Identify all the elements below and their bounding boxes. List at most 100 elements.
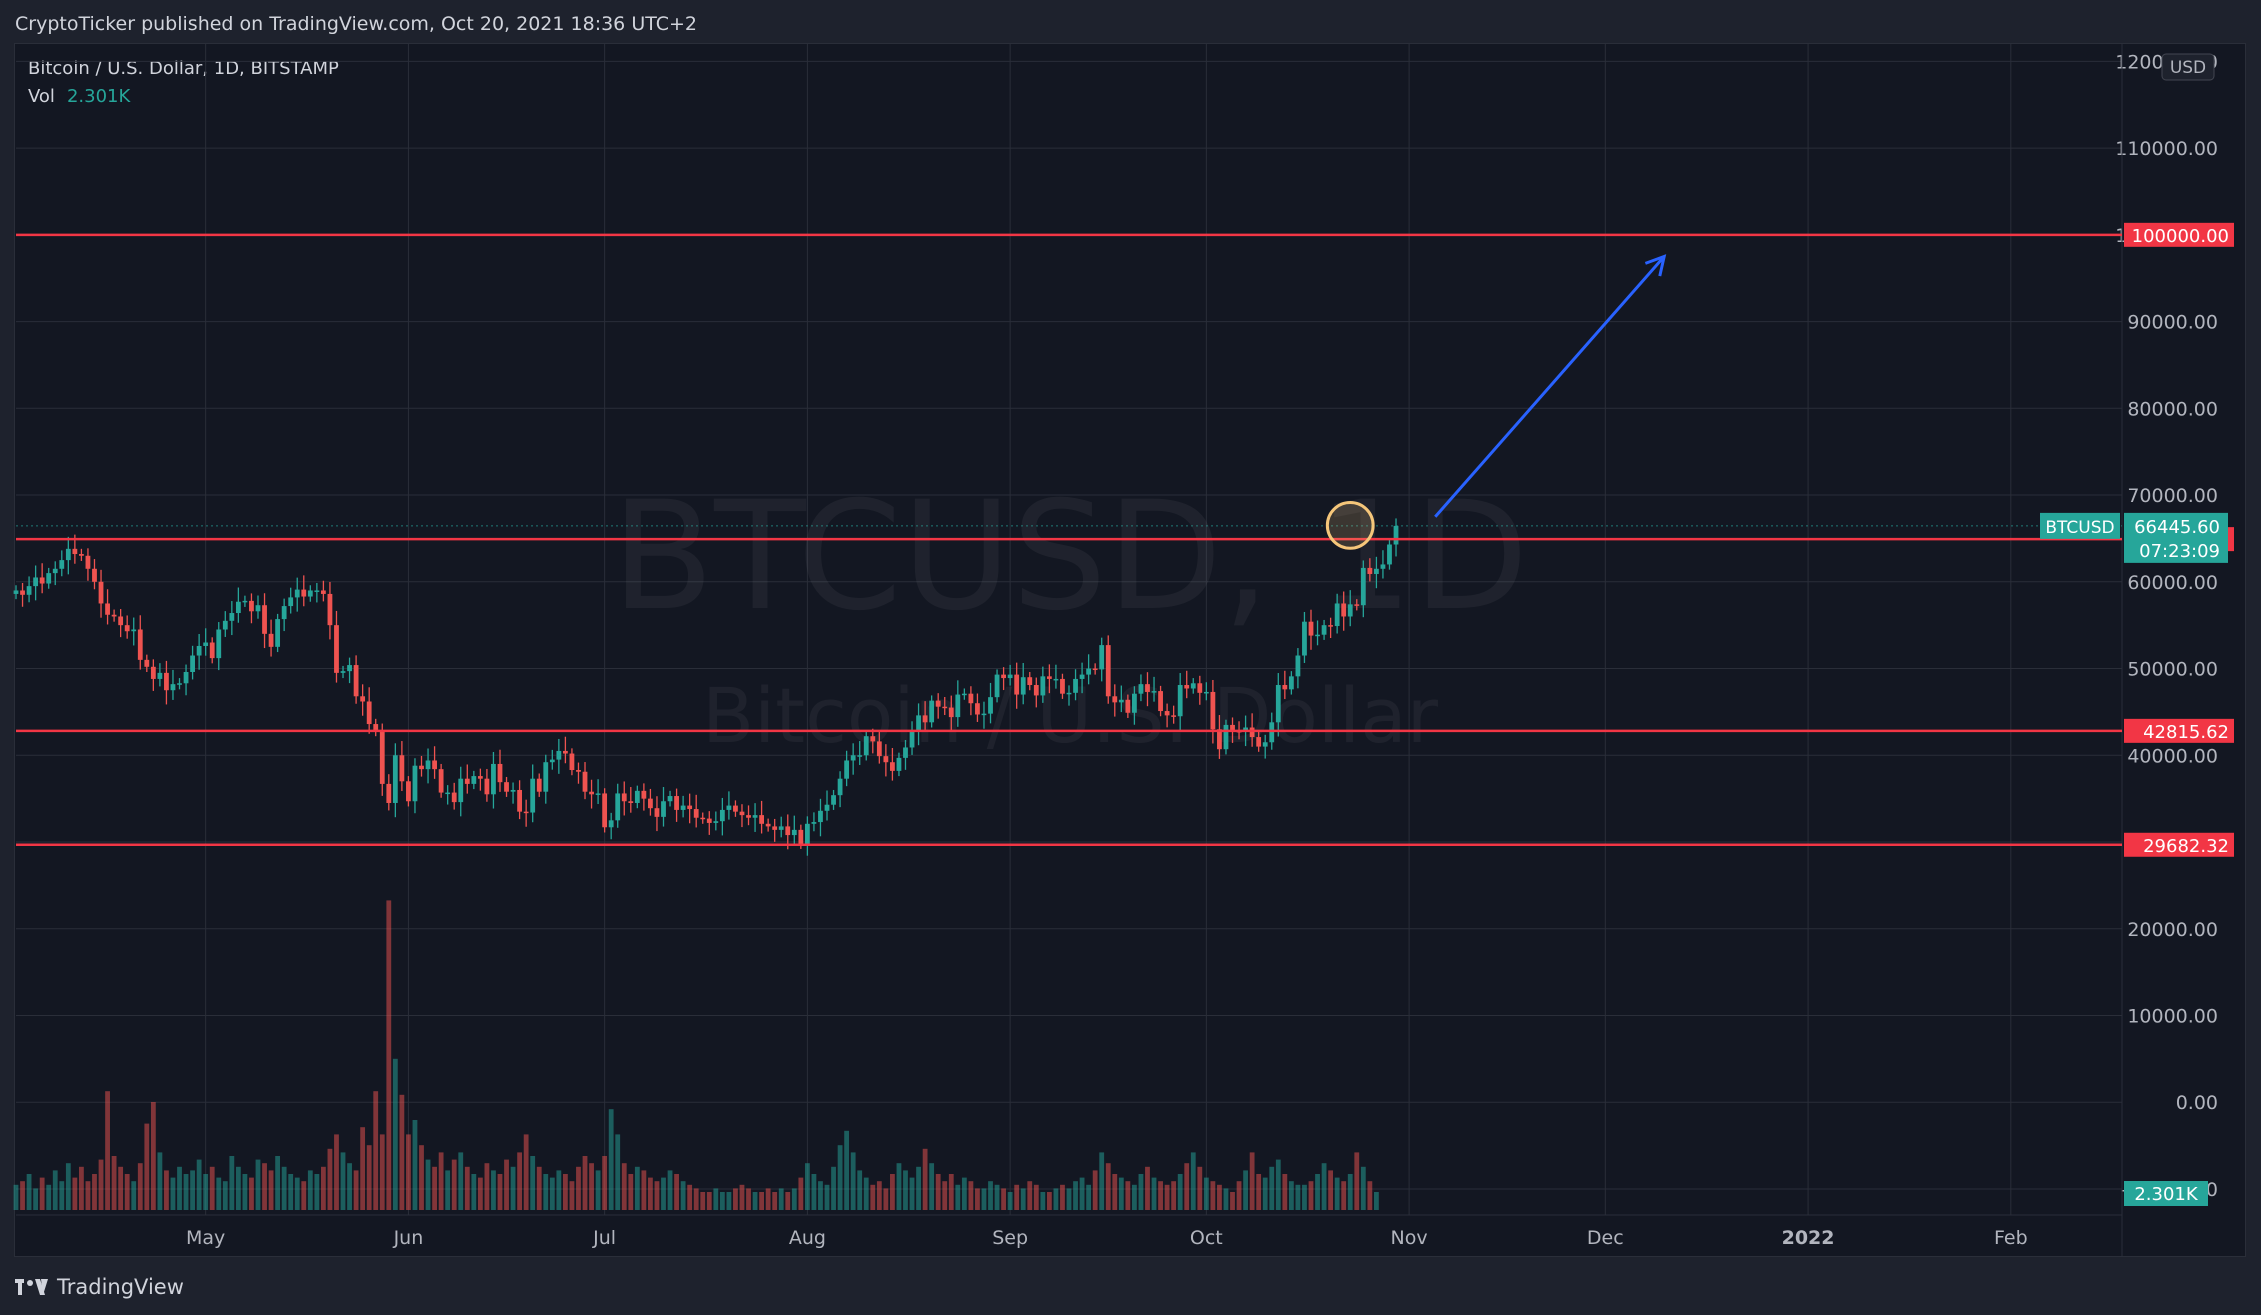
volume-bar <box>216 1177 222 1210</box>
volume-bar <box>994 1184 1000 1210</box>
candle-body <box>746 815 751 818</box>
candle-body <box>425 760 431 770</box>
candle-body <box>556 750 562 760</box>
volume-bar <box>576 1166 581 1210</box>
tradingview-footer[interactable]: TradingView <box>15 1271 184 1303</box>
candle-body <box>1334 603 1340 627</box>
candle-body <box>1367 567 1373 574</box>
volume-bar <box>59 1181 65 1210</box>
symbol-badge-label: BTCUSD <box>2045 518 2114 538</box>
candle-body <box>1132 693 1137 713</box>
candle-body <box>595 793 601 795</box>
volume-bar <box>222 1181 228 1210</box>
candle-body <box>386 783 392 803</box>
candle-body <box>1086 668 1092 675</box>
volume-bar <box>118 1166 124 1210</box>
volume-bar <box>1164 1184 1170 1210</box>
volume-bar <box>726 1192 732 1210</box>
candle-body <box>497 763 503 783</box>
volume-bar <box>1203 1177 1209 1210</box>
candle-body <box>543 762 549 792</box>
candle-body <box>52 568 58 574</box>
volume-bar <box>1321 1163 1327 1210</box>
candle-body <box>46 573 52 584</box>
volume-bar <box>1092 1170 1098 1210</box>
volume-bar <box>981 1188 987 1210</box>
candle-body <box>648 798 653 809</box>
volume-bar <box>353 1170 359 1210</box>
volume-bar <box>52 1170 58 1210</box>
volume-bar <box>1184 1163 1190 1210</box>
chart-frame[interactable] <box>14 43 2246 1257</box>
candle-body <box>791 829 797 836</box>
candle-body <box>988 697 993 714</box>
candle-body <box>268 633 274 647</box>
candle-body <box>1256 737 1262 747</box>
volume-bar <box>20 1181 25 1210</box>
volume-bar <box>517 1152 523 1210</box>
trend-arrow-head[interactable] <box>1644 254 1667 277</box>
highlight-circle[interactable] <box>1325 501 1375 550</box>
volume-bar <box>667 1170 673 1210</box>
candle-body <box>1007 674 1013 679</box>
candle-body <box>831 795 836 805</box>
candle-body <box>778 826 784 830</box>
volume-bar <box>249 1177 254 1210</box>
candle-body <box>1354 604 1360 606</box>
y-tick-label: 50000.00 <box>2127 659 2218 681</box>
candle-body <box>131 629 137 632</box>
volume-bar <box>719 1192 725 1210</box>
volume-bar <box>203 1174 209 1210</box>
volume-bar <box>373 1091 379 1210</box>
volume-bar <box>759 1192 765 1210</box>
volume-bar <box>1230 1192 1235 1210</box>
candle-body <box>373 724 379 731</box>
volume-bar <box>438 1152 444 1210</box>
candle-body <box>177 683 182 685</box>
volume-bar <box>183 1174 189 1210</box>
candle-body <box>1393 525 1399 545</box>
volume-bar <box>1060 1184 1065 1210</box>
candle-body <box>458 778 464 803</box>
candle-body <box>739 811 745 816</box>
volume-bar <box>255 1159 261 1210</box>
candle-body <box>961 693 967 696</box>
candle-body <box>608 820 614 828</box>
volume-bar <box>1020 1188 1026 1210</box>
volume-bar <box>360 1127 366 1210</box>
candle-body <box>1040 676 1046 696</box>
volume-bar <box>268 1170 274 1210</box>
volume-bar <box>674 1174 679 1210</box>
candle-body <box>1302 621 1307 656</box>
volume-bar <box>334 1134 339 1210</box>
candle-body <box>1145 684 1150 692</box>
candle-body <box>667 796 673 802</box>
last-price-countdown: 07:23:09 <box>2139 541 2220 562</box>
volume-badge <box>2124 1181 2208 1206</box>
candle-body <box>1014 674 1020 695</box>
candle-body <box>229 613 235 621</box>
candle-body <box>883 756 889 763</box>
candle-body <box>1275 685 1281 723</box>
candle-body <box>1262 742 1268 747</box>
volume-bar <box>602 1156 608 1210</box>
volume-bar <box>909 1177 915 1210</box>
trend-arrow-line[interactable] <box>1434 255 1666 518</box>
volume-bar <box>1086 1184 1092 1210</box>
volume-bar <box>863 1177 869 1210</box>
candle-body <box>334 625 339 673</box>
volume-bar <box>1197 1166 1203 1210</box>
candle-body <box>1217 729 1222 750</box>
candle-body <box>471 776 477 784</box>
volume-bar <box>804 1163 810 1210</box>
volume-bar <box>857 1170 863 1210</box>
candle-body <box>733 805 738 812</box>
volume-bar <box>464 1166 470 1210</box>
volume-bar <box>654 1181 660 1210</box>
candle-body <box>124 625 130 632</box>
candle-body <box>281 606 287 620</box>
currency-toggle[interactable] <box>2161 53 2215 81</box>
candle-body <box>1288 676 1294 690</box>
candle-body <box>687 805 693 810</box>
